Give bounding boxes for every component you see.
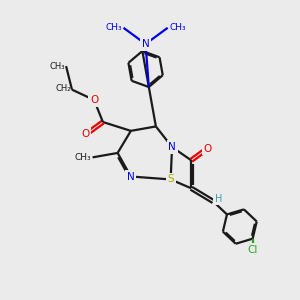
- Text: N: N: [127, 172, 135, 182]
- Text: CH₂: CH₂: [55, 84, 70, 93]
- Text: O: O: [81, 129, 89, 139]
- Text: O: O: [203, 143, 211, 154]
- Text: CH₃: CH₃: [49, 61, 64, 70]
- Text: S: S: [167, 174, 174, 184]
- Text: O: O: [90, 95, 98, 105]
- Text: CH₃: CH₃: [74, 153, 91, 162]
- Text: H: H: [215, 194, 222, 204]
- Text: N: N: [168, 142, 176, 152]
- Text: N: N: [142, 39, 149, 49]
- Text: CH₃: CH₃: [105, 23, 122, 32]
- Text: Cl: Cl: [248, 245, 258, 255]
- Text: CH₃: CH₃: [169, 23, 186, 32]
